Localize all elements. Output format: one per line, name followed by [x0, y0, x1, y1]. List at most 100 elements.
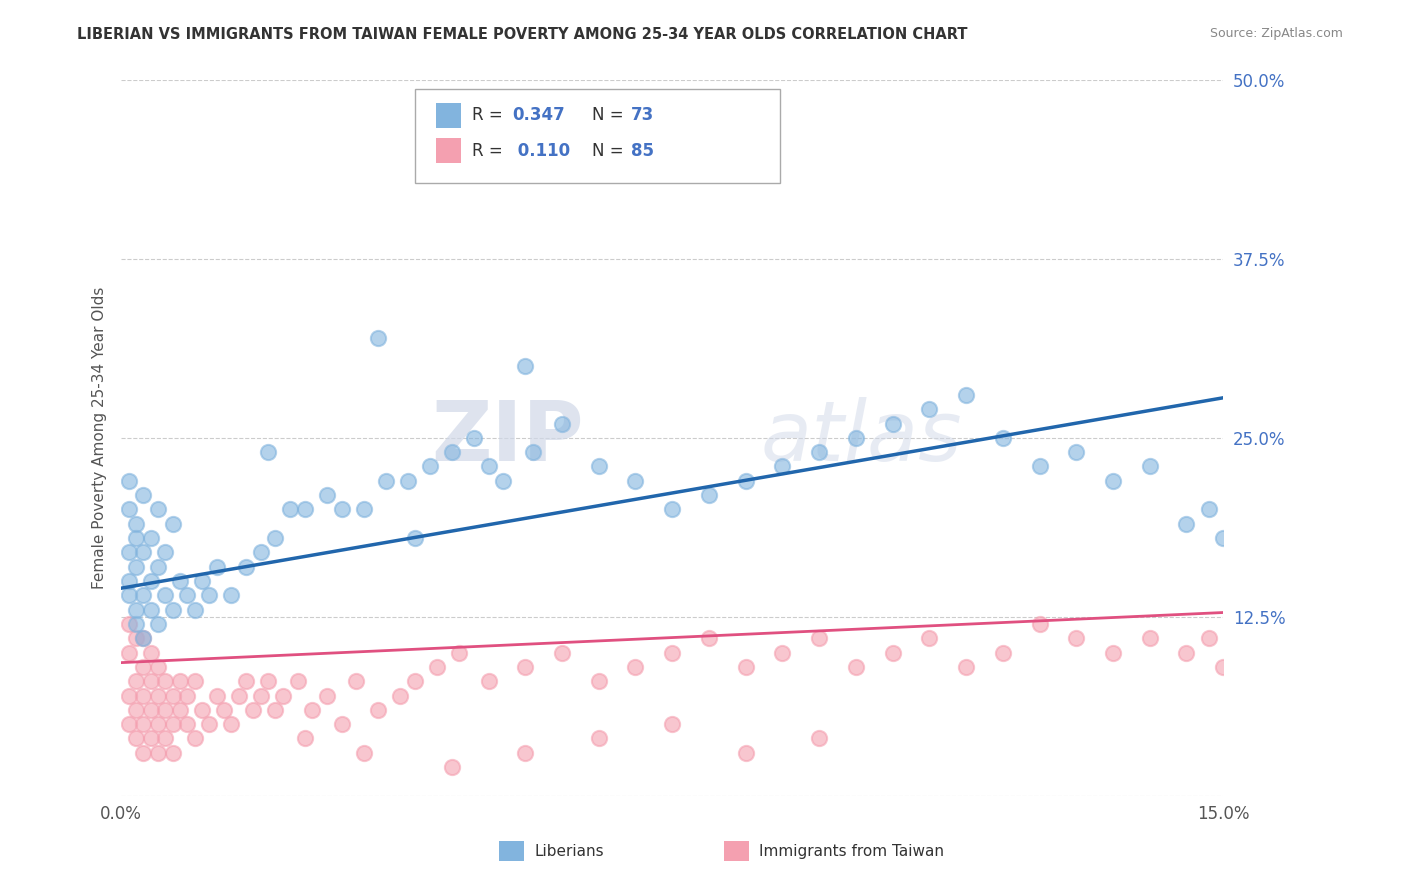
Point [117, 574, 139, 588]
Text: ZIP: ZIP [432, 397, 583, 478]
Point [117, 717, 139, 731]
Point [316, 689, 339, 703]
Point [1139, 459, 1161, 474]
Point [162, 602, 184, 616]
Point [287, 674, 309, 689]
Point [808, 731, 831, 746]
Point [440, 760, 463, 774]
Point [146, 559, 169, 574]
Point [169, 703, 191, 717]
Point [353, 746, 375, 760]
Point [808, 445, 831, 459]
Point [235, 559, 257, 574]
Point [183, 602, 205, 616]
Point [117, 646, 139, 660]
Point [212, 703, 235, 717]
Point [770, 459, 793, 474]
Point [278, 502, 301, 516]
Point [515, 359, 537, 374]
Point [117, 689, 139, 703]
Text: R =: R = [472, 106, 509, 124]
Point [132, 632, 155, 646]
Point [1175, 646, 1198, 660]
Point [132, 746, 155, 760]
Point [117, 545, 139, 559]
Point [235, 674, 257, 689]
Text: 0.110: 0.110 [512, 142, 569, 160]
Point [1198, 632, 1220, 646]
Point [882, 646, 904, 660]
Point [257, 445, 280, 459]
Point [264, 531, 287, 545]
Point [1028, 459, 1050, 474]
Point [125, 731, 148, 746]
Point [991, 431, 1014, 445]
Point [198, 717, 221, 731]
Point [624, 130, 647, 145]
Point [661, 646, 683, 660]
Point [426, 660, 449, 674]
Point [169, 674, 191, 689]
Point [155, 703, 177, 717]
Point [316, 488, 339, 502]
Point [624, 660, 647, 674]
Point [661, 717, 683, 731]
Point [1139, 632, 1161, 646]
Point [1212, 660, 1234, 674]
Point [132, 545, 155, 559]
Point [1028, 617, 1050, 632]
Point [155, 588, 177, 602]
Point [242, 703, 264, 717]
Point [139, 602, 162, 616]
Point [162, 516, 184, 531]
Point [221, 588, 243, 602]
Point [1212, 531, 1234, 545]
Point [117, 588, 139, 602]
Point [139, 574, 162, 588]
Point [132, 689, 155, 703]
Point [991, 646, 1014, 660]
Point [515, 746, 537, 760]
Point [271, 689, 294, 703]
Point [463, 431, 485, 445]
Point [588, 459, 610, 474]
Point [624, 474, 647, 488]
Point [198, 588, 221, 602]
Point [183, 731, 205, 746]
Point [146, 660, 169, 674]
Point [697, 488, 720, 502]
Point [1198, 502, 1220, 516]
Point [117, 617, 139, 632]
Text: atlas: atlas [761, 397, 962, 478]
Point [125, 674, 148, 689]
Point [139, 731, 162, 746]
Point [191, 574, 214, 588]
Point [955, 388, 977, 402]
Point [146, 617, 169, 632]
Text: LIBERIAN VS IMMIGRANTS FROM TAIWAN FEMALE POVERTY AMONG 25-34 YEAR OLDS CORRELAT: LIBERIAN VS IMMIGRANTS FROM TAIWAN FEMAL… [77, 27, 967, 42]
Point [205, 559, 228, 574]
Point [183, 674, 205, 689]
Point [125, 531, 148, 545]
Point [257, 674, 280, 689]
Point [419, 459, 441, 474]
Point [162, 689, 184, 703]
Point [882, 417, 904, 431]
Point [492, 474, 515, 488]
Point [389, 689, 412, 703]
Point [125, 602, 148, 616]
Point [155, 674, 177, 689]
Point [132, 717, 155, 731]
Point [661, 502, 683, 516]
Point [139, 531, 162, 545]
Point [440, 445, 463, 459]
Point [1064, 445, 1087, 459]
Point [162, 746, 184, 760]
Point [146, 689, 169, 703]
Text: 85: 85 [631, 142, 654, 160]
Point [396, 474, 419, 488]
Point [770, 646, 793, 660]
Point [176, 689, 198, 703]
Point [146, 502, 169, 516]
Point [264, 703, 287, 717]
